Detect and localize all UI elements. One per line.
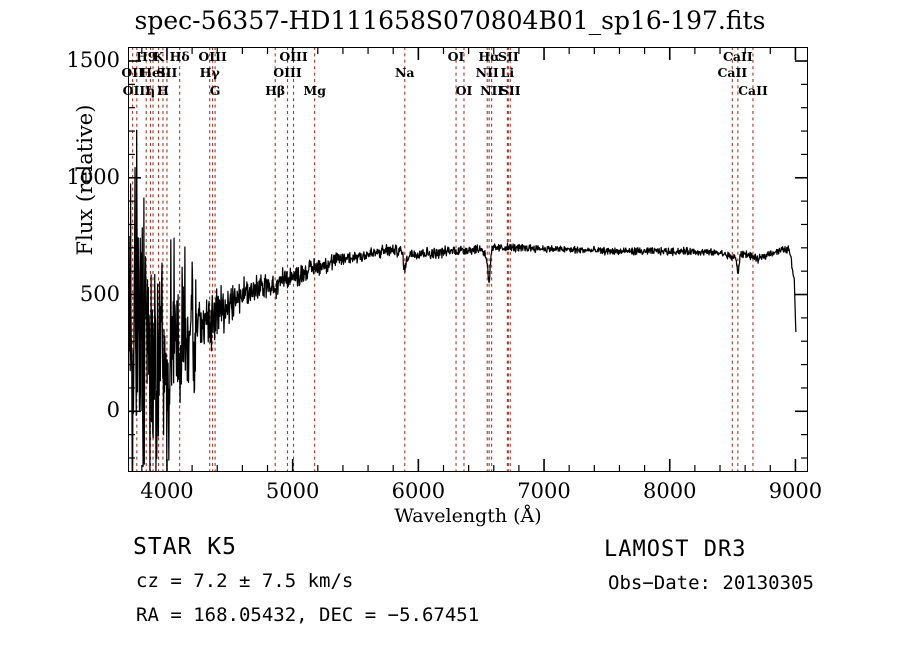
observation-date: Obs−Date: 20130305 (608, 572, 814, 594)
x-axis-label: Wavelength (Å) (394, 505, 542, 527)
spectral-line-label: SII (156, 65, 178, 80)
spectral-line-label: Mg (303, 83, 326, 98)
spectral-line-label: OIII (198, 49, 227, 64)
coordinates: RA = 168.05432, DEC = −5.67451 (136, 604, 480, 626)
spectral-line-label: OIII (273, 65, 302, 80)
spectral-line-label: NII (480, 83, 504, 98)
spectral-line-label: H9 (135, 49, 157, 64)
spectral-line-label: CaII (722, 49, 753, 64)
spectral-line-label: CaII (717, 65, 748, 80)
object-class-and-type: STAR K5 (133, 534, 237, 560)
spectrum-trace (128, 129, 797, 472)
spectral-line-label: CaII (738, 83, 768, 98)
spectral-line-label: Hα (478, 49, 500, 64)
x-tick-label: 8000 (643, 479, 697, 503)
y-tick-label: 1500 (66, 48, 120, 72)
spectral-line-label: G (209, 83, 221, 98)
x-tick-label: 4000 (140, 479, 194, 503)
spectral-line-label: SII (499, 83, 521, 98)
spectral-line-label: K (153, 49, 164, 64)
spectral-line-label: OII (121, 65, 144, 80)
y-tick-label: 1000 (66, 164, 120, 189)
spectral-line-label: Na (395, 65, 415, 80)
plot-frame (128, 47, 808, 472)
spectral-line-label: H (157, 83, 169, 98)
spectral-line-label: Hγ (199, 65, 220, 80)
spectral-line-label: OI (455, 83, 473, 98)
spectral-line-label: Hδ (169, 49, 190, 64)
spectral-line-label: OI (447, 49, 465, 64)
x-tick-label: 6000 (391, 479, 446, 503)
plot-canvas (128, 47, 808, 472)
survey-name: LAMOST DR3 (604, 537, 747, 562)
spectral-line-label: HeI (140, 65, 166, 80)
x-tick-label: 5000 (265, 479, 320, 503)
y-tick-label: 0 (106, 398, 120, 423)
spectral-line-label: OIII (122, 83, 152, 98)
spectral-line-label: NII (475, 65, 499, 80)
x-tick-label: 9000 (768, 479, 823, 503)
spectral-line-label: SII (497, 49, 519, 64)
spectral-line-label: Hβ (265, 83, 286, 98)
spectral-line-label: η (145, 83, 156, 98)
redshift-velocity: cz = 7.2 ± 7.5 km/s (136, 570, 354, 592)
x-tick-label: 7000 (517, 479, 571, 503)
spectral-line-label: Li (500, 65, 515, 80)
page-title: spec-56357-HD111658S070804B01_sp16-197.f… (134, 6, 766, 35)
spectral-line-label: OIII (279, 49, 308, 64)
y-tick-label: 500 (79, 281, 120, 306)
